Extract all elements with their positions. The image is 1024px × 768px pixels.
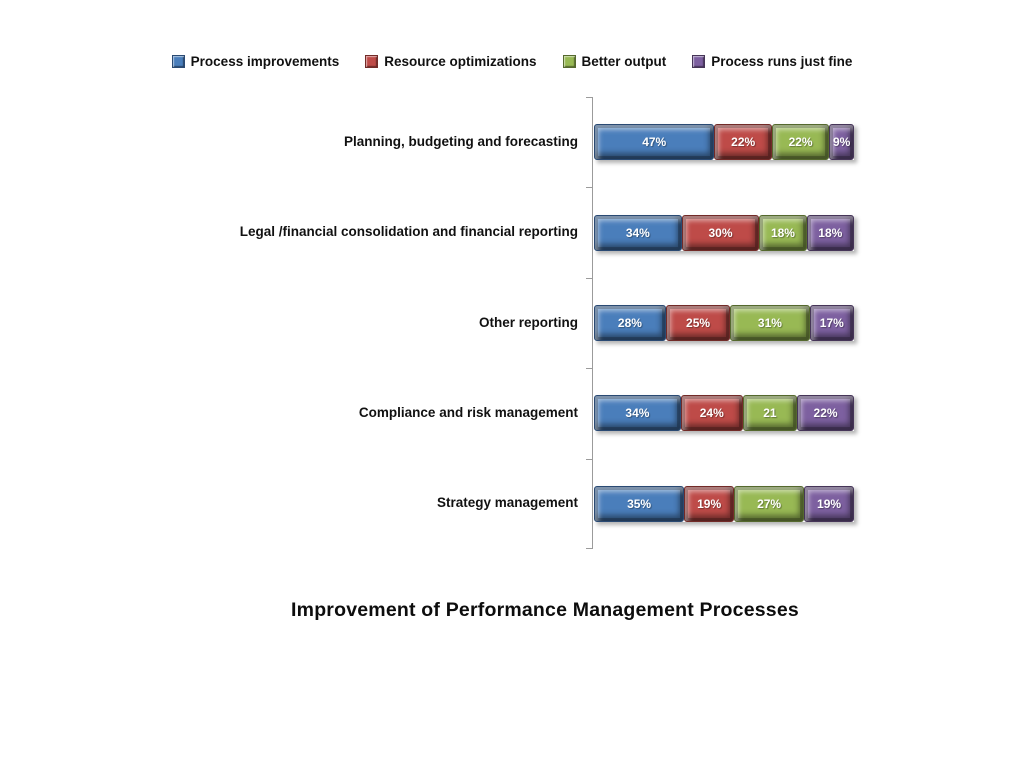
segment-value-label: 9% bbox=[832, 135, 851, 150]
axis-tick bbox=[586, 368, 593, 370]
bar-segment-process-runs-just-fine: 18% bbox=[806, 214, 854, 251]
legend-item: Better output bbox=[562, 54, 667, 69]
bar-segment-better-output: 22% bbox=[771, 124, 830, 161]
legend-item: Resource optimizations bbox=[365, 54, 537, 69]
segment-value-label: 22% bbox=[788, 135, 813, 150]
stacked-bar: 35% 19% 27% 19% bbox=[594, 485, 854, 522]
segment-value-label: 47% bbox=[642, 135, 667, 150]
segment-value-label: 21 bbox=[763, 406, 777, 421]
bar-segment-process-runs-just-fine: 22% bbox=[797, 395, 854, 432]
bar-segment-better-output: 21 bbox=[742, 395, 798, 432]
bar-segment-process-improvements: 34% bbox=[594, 395, 681, 432]
axis-tick bbox=[586, 97, 593, 98]
bar-segment-process-runs-just-fine: 17% bbox=[809, 304, 854, 341]
plot-area: Planning, budgeting and forecasting 47% 22… bbox=[0, 97, 1024, 549]
category-label: Compliance and risk management bbox=[358, 404, 578, 420]
segment-value-label: 27% bbox=[757, 496, 782, 511]
legend-marker-icon bbox=[171, 55, 185, 68]
segment-value-label: 28% bbox=[617, 315, 642, 330]
legend: Process improvements Resource optimizatio… bbox=[0, 54, 1024, 69]
segment-value-label: 19% bbox=[817, 496, 842, 511]
bar-segment-better-output: 27% bbox=[734, 485, 805, 522]
stacked-bar: 34% 24% 21 22% bbox=[594, 395, 854, 432]
category-label: Legal /financial consolidation and finan… bbox=[239, 224, 578, 240]
chart-title: Improvement of Performance Management Pr… bbox=[291, 599, 799, 621]
chart-row: Compliance and risk management 34% 24% 21 22… bbox=[0, 368, 1024, 458]
legend-label: Resource optimizations bbox=[384, 54, 537, 69]
bar-segment-resource-optimizations: 25% bbox=[665, 304, 731, 341]
bar-segment-resource-optimizations: 22% bbox=[714, 124, 772, 161]
legend-item: Process runs just fine bbox=[692, 54, 852, 69]
segment-value-label: 25% bbox=[686, 315, 711, 330]
legend-marker-icon bbox=[562, 55, 576, 68]
bar-segment-resource-optimizations: 24% bbox=[680, 395, 743, 432]
stacked-bar: 34% 30% 18% 18% bbox=[594, 214, 854, 251]
stacked-bar: 47% 22% 22% 9% bbox=[594, 124, 854, 161]
bar-segment-process-improvements: 47% bbox=[594, 124, 715, 161]
stacked-bar: 28% 25% 31% 17% bbox=[594, 304, 854, 341]
category-label: Planning, budgeting and forecasting bbox=[343, 133, 578, 149]
segment-value-label: 34% bbox=[625, 406, 650, 421]
segment-value-label: 24% bbox=[699, 406, 724, 421]
axis-tick bbox=[586, 548, 593, 549]
legend-label: Process improvements bbox=[190, 54, 340, 69]
legend-label: Better output bbox=[581, 54, 667, 69]
bar-segment-process-improvements: 35% bbox=[594, 485, 685, 522]
segment-value-label: 31% bbox=[757, 315, 782, 330]
chart-row: Legal /financial consolidation and finan… bbox=[0, 187, 1024, 277]
segment-value-label: 35% bbox=[627, 496, 652, 511]
legend-item: Process improvements bbox=[171, 54, 340, 69]
category-label: Other reporting bbox=[478, 314, 578, 330]
bar-segment-process-runs-just-fine: 9% bbox=[829, 124, 854, 161]
segment-value-label: 22% bbox=[731, 135, 756, 150]
bar-segment-process-improvements: 28% bbox=[594, 304, 666, 341]
chart-row: Planning, budgeting and forecasting 47% 22… bbox=[0, 97, 1024, 187]
chart-row: Other reporting 28% 25% 31% 17% bbox=[0, 278, 1024, 368]
bar-segment-process-runs-just-fine: 19% bbox=[804, 485, 854, 522]
legend-marker-icon bbox=[365, 55, 379, 68]
category-axis-line bbox=[592, 97, 593, 549]
bar-segment-process-improvements: 34% bbox=[594, 214, 682, 251]
legend-label: Process runs just fine bbox=[711, 54, 853, 69]
axis-tick bbox=[586, 187, 593, 189]
segment-value-label: 18% bbox=[770, 225, 795, 240]
legend-marker-icon bbox=[692, 55, 706, 68]
bar-segment-better-output: 18% bbox=[759, 214, 807, 251]
segment-value-label: 30% bbox=[708, 225, 733, 240]
chart-row: Strategy management 35% 19% 27% 19% bbox=[0, 459, 1024, 549]
category-label: Strategy management bbox=[436, 495, 578, 511]
bar-segment-better-output: 31% bbox=[730, 304, 810, 341]
axis-tick bbox=[586, 277, 593, 279]
segment-value-label: 17% bbox=[819, 315, 844, 330]
bar-segment-resource-optimizations: 30% bbox=[681, 214, 760, 251]
segment-value-label: 19% bbox=[697, 496, 722, 511]
segment-value-label: 22% bbox=[813, 406, 838, 421]
segment-value-label: 18% bbox=[818, 225, 843, 240]
segment-value-label: 34% bbox=[625, 225, 650, 240]
axis-tick bbox=[586, 458, 593, 460]
bar-segment-resource-optimizations: 19% bbox=[684, 485, 735, 522]
